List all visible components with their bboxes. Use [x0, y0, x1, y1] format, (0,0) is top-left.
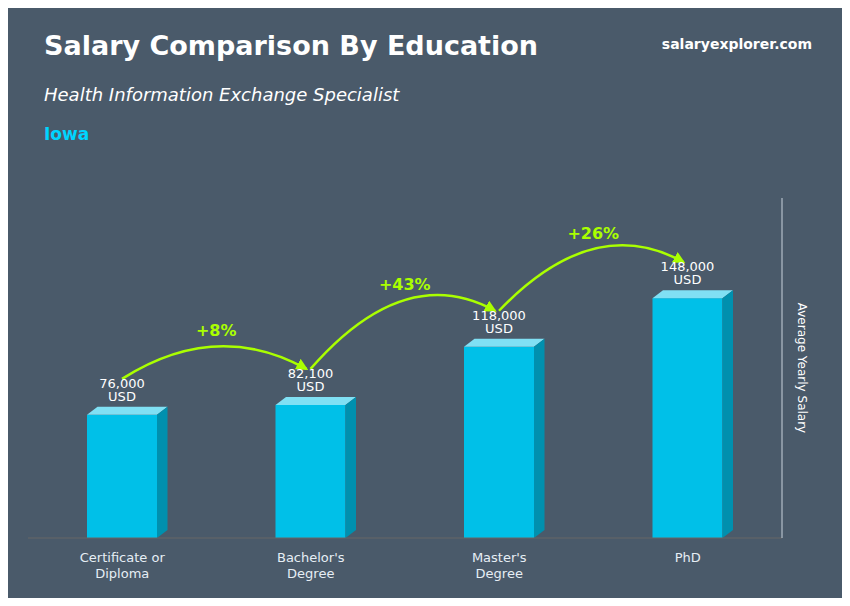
svg-text:Certificate orDiploma: Certificate orDiploma: [80, 550, 166, 581]
html-text:Iowa: Iowa: [44, 124, 90, 144]
svg-text:76,000USD: 76,000USD: [99, 376, 145, 404]
svg-text:+43%: +43%: [379, 275, 431, 294]
svg-text:Average Yearly Salary: Average Yearly Salary: [795, 303, 809, 433]
svg-text:Master'sDegree: Master'sDegree: [472, 550, 527, 581]
html-text:Salary Comparison By Education: Salary Comparison By Education: [44, 30, 538, 61]
svg-text:Bachelor'sDegree: Bachelor'sDegree: [277, 550, 345, 581]
svg-text:82,100USD: 82,100USD: [288, 366, 334, 394]
svg-text:+8%: +8%: [196, 321, 237, 340]
svg-text:148,000USD: 148,000USD: [661, 259, 715, 287]
svg-text:118,000USD: 118,000USD: [472, 308, 526, 336]
svg-text:PhD: PhD: [675, 550, 701, 565]
html-text:Health Information Exchange Sp: Health Information Exchange Specialist: [44, 84, 400, 105]
svg-text:+26%: +26%: [567, 224, 619, 243]
html-text:salaryexplorer.com: salaryexplorer.com: [661, 36, 812, 52]
